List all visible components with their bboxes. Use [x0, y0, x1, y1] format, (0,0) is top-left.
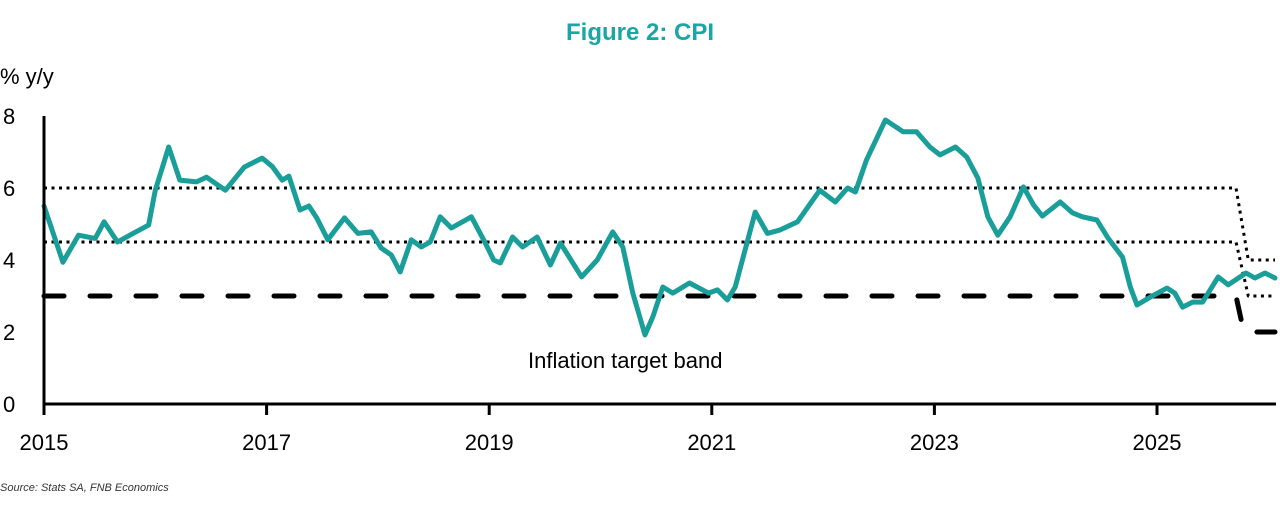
target-band-bound-line — [44, 240, 1275, 298]
y-tick-label: 4 — [3, 248, 15, 273]
x-tick-label: 2015 — [20, 430, 69, 455]
target-band-bound-line — [44, 186, 1275, 262]
cpi-series-line — [41, 117, 1278, 338]
y-tick-label: 8 — [3, 104, 15, 129]
chart-title: Figure 2: CPI — [566, 19, 714, 46]
y-axis-label: % y/y — [0, 64, 54, 89]
source-note: Source: Stats SA, FNB Economics — [0, 482, 169, 494]
axes — [42, 116, 1276, 406]
y-tick-label: 2 — [3, 320, 15, 345]
tick-labels: 2015 2017 2019 2021 2023 2025 0 2 4 6 8 — [3, 104, 1181, 455]
x-tick-label: 2019 — [465, 430, 514, 455]
target-band-annotation: Inflation target band — [528, 348, 722, 373]
target-midpoint-dashed-line — [41, 293, 1278, 335]
x-tick-label: 2017 — [242, 430, 291, 455]
x-tick-label: 2023 — [910, 430, 959, 455]
series-layer — [41, 117, 1278, 338]
y-tick-label: 0 — [3, 392, 15, 417]
y-tick-label: 6 — [3, 176, 15, 201]
x-tick-label: 2025 — [1133, 430, 1182, 455]
x-tick-label: 2021 — [687, 430, 736, 455]
